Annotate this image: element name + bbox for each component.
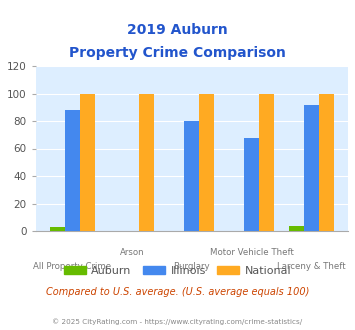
Bar xyxy=(140,93,154,231)
Bar xyxy=(304,105,319,231)
Text: Arson: Arson xyxy=(120,248,144,257)
Bar xyxy=(50,227,65,231)
Bar xyxy=(259,93,274,231)
Bar xyxy=(80,93,94,231)
Text: Property Crime Comparison: Property Crime Comparison xyxy=(69,46,286,60)
Text: Compared to U.S. average. (U.S. average equals 100): Compared to U.S. average. (U.S. average … xyxy=(46,287,309,297)
Text: Larceny & Theft: Larceny & Theft xyxy=(277,262,345,271)
Text: All Property Crime: All Property Crime xyxy=(33,262,111,271)
Text: Motor Vehicle Theft: Motor Vehicle Theft xyxy=(209,248,294,257)
Bar xyxy=(289,225,304,231)
Bar xyxy=(319,93,334,231)
Bar xyxy=(199,93,214,231)
Bar xyxy=(184,121,199,231)
Text: 2019 Auburn: 2019 Auburn xyxy=(127,23,228,37)
Text: Burglary: Burglary xyxy=(173,262,210,271)
Bar xyxy=(244,138,259,231)
Text: © 2025 CityRating.com - https://www.cityrating.com/crime-statistics/: © 2025 CityRating.com - https://www.city… xyxy=(53,318,302,325)
Bar xyxy=(65,110,80,231)
Legend: Auburn, Illinois, National: Auburn, Illinois, National xyxy=(59,261,296,280)
